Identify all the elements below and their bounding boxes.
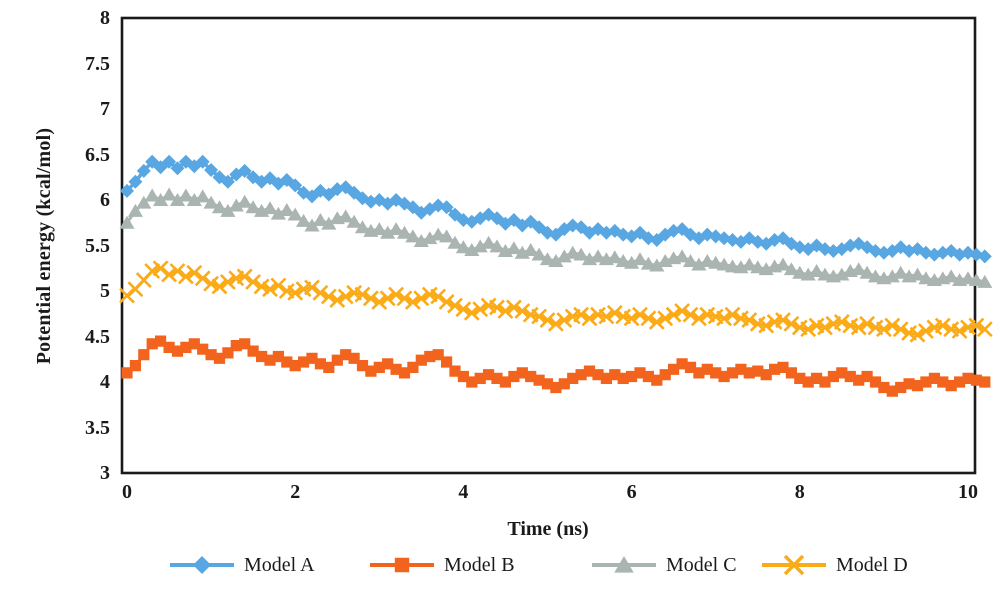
series-model-a-markers	[120, 154, 992, 264]
y-tick-label: 6	[100, 189, 110, 211]
y-tick-label: 7	[100, 98, 110, 120]
x-tick-label: 4	[458, 481, 469, 503]
y-tick-label: 5	[100, 280, 110, 302]
series-model-d-markers	[119, 260, 993, 343]
legend-label: Model C	[666, 553, 737, 576]
legend-label: Model A	[244, 553, 315, 576]
chart-legend: Model A Model B Model C Model D	[0, 549, 1000, 581]
y-tick-label: 8	[100, 7, 110, 29]
y-tick-label: 5.5	[85, 234, 110, 257]
legend-item-model-d: Model D	[760, 549, 908, 581]
y-tick-label: 4.5	[85, 325, 110, 348]
legend-item-model-a: Model A	[168, 549, 315, 581]
series-model-b-markers	[121, 335, 991, 397]
y-tick-label: 7.5	[85, 52, 110, 75]
y-tick-label: 3.5	[85, 416, 110, 439]
legend-x-icon	[762, 554, 826, 576]
x-axis-title: Time (ns)	[507, 518, 589, 540]
x-tick-label: 10	[958, 481, 978, 503]
y-tick-label: 3	[100, 462, 110, 484]
axis-frame	[120, 16, 977, 475]
x-tick-label: 0	[122, 481, 132, 503]
x-tick-label: 2	[290, 481, 301, 503]
x-tick-label: 8	[794, 481, 805, 503]
y-tick-label: 4	[100, 371, 110, 393]
series-model-c-markers	[119, 187, 993, 288]
y-tick-label: 6.5	[85, 143, 110, 166]
x-tick-label: 6	[626, 481, 637, 503]
legend-item-model-b: Model B	[368, 549, 515, 581]
legend-square-icon	[370, 557, 434, 573]
legend-diamond-icon	[170, 556, 234, 574]
legend-label: Model D	[836, 553, 908, 576]
legend-label: Model B	[444, 553, 515, 576]
legend-item-model-c: Model C	[590, 549, 737, 581]
legend-triangle-icon	[592, 556, 656, 573]
